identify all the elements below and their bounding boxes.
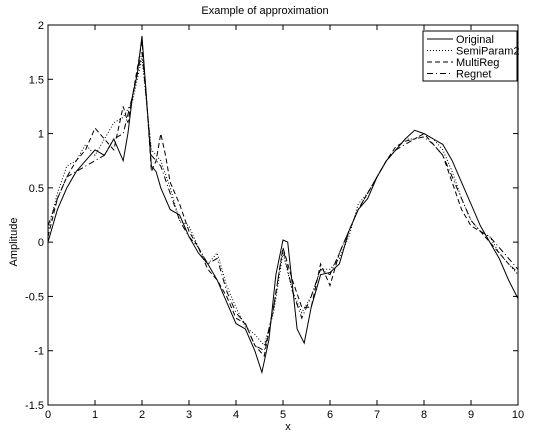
y-tick-label: -1.5 bbox=[25, 400, 44, 412]
x-tick-label: 1 bbox=[92, 409, 98, 421]
x-tick-label: 10 bbox=[512, 409, 524, 421]
x-tick-label: 4 bbox=[233, 409, 239, 421]
y-tick-label: -1 bbox=[34, 346, 44, 358]
y-axis-label: Amplitude bbox=[8, 218, 20, 267]
series-line-multireg bbox=[47, 41, 519, 358]
x-tick-label: 2 bbox=[139, 409, 145, 421]
legend-label-semiparam2: SemiParam2 bbox=[456, 46, 520, 58]
x-tick-label: 3 bbox=[186, 409, 192, 421]
y-tick-label: -0.5 bbox=[25, 291, 44, 303]
series-line-original bbox=[47, 35, 519, 375]
legend-label-original: Original bbox=[456, 34, 494, 46]
legend-label-multireg: MultiReg bbox=[456, 57, 499, 69]
series-line-regnet bbox=[47, 51, 519, 352]
plot-frame bbox=[47, 24, 519, 406]
x-tick-label: 9 bbox=[468, 409, 474, 421]
y-tick-label: 1.5 bbox=[29, 74, 44, 86]
plot-area: 0 1 2 3 4 5 6 7 8 9 10 -1.5 -1 -0.5 0 0.5 1 1.5 2 bbox=[25, 20, 524, 421]
x-tick-label: 0 bbox=[45, 409, 51, 421]
legend-label-regnet: Regnet bbox=[456, 69, 491, 81]
x-tick-label: 8 bbox=[421, 409, 427, 421]
series-line-semiparam2 bbox=[47, 57, 519, 347]
y-tick-label: 1 bbox=[38, 129, 44, 141]
x-tick-label: 6 bbox=[327, 409, 333, 421]
x-tick-label: 5 bbox=[280, 409, 286, 421]
x-tick-label: 7 bbox=[374, 409, 380, 421]
y-tick-label: 0.5 bbox=[29, 183, 44, 195]
chart-title: Example of approximation bbox=[201, 5, 328, 17]
y-tick-label: 0 bbox=[38, 237, 44, 249]
x-axis-label: x bbox=[285, 421, 291, 432]
y-tick-label: 2 bbox=[38, 20, 44, 32]
